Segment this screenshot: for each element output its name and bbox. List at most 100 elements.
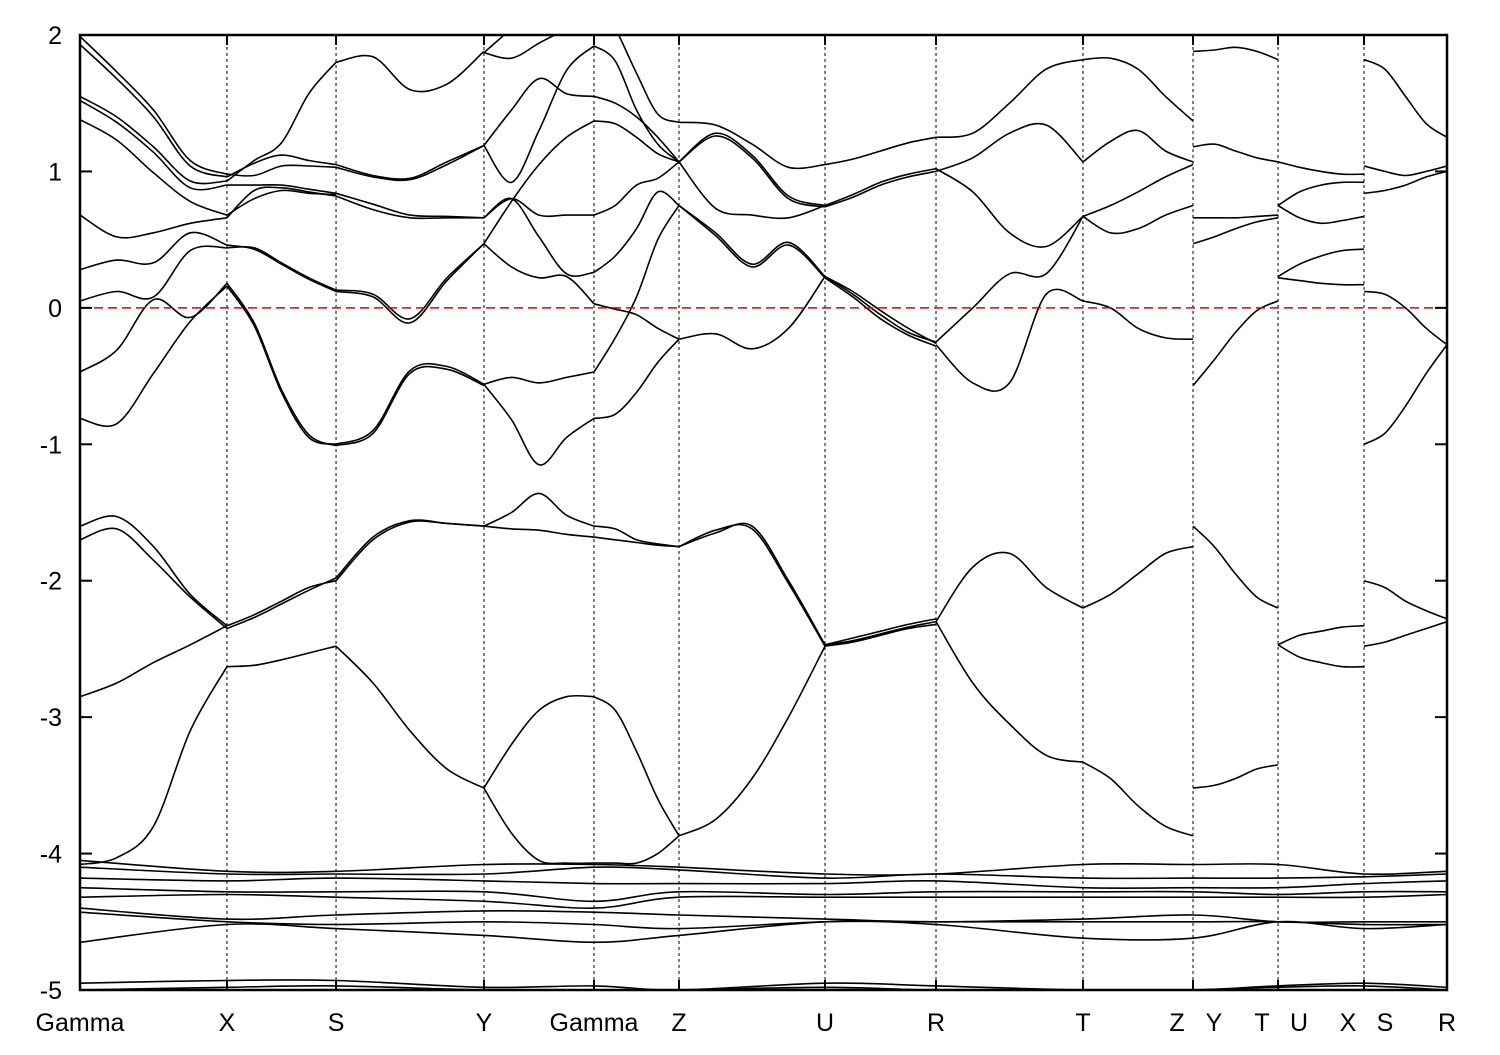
band-line-seg0-10: [80, 515, 228, 627]
band-line-seg1-4: [226, 186, 337, 219]
x-tick-label: S: [328, 1009, 345, 1037]
band-line-seg1-1: [226, 154, 337, 178]
band-line-seg1-11: [226, 577, 337, 630]
y-tick-label: -3: [40, 704, 62, 732]
band-line-seg0-3: [80, 99, 228, 191]
band-line-seg7-2: [935, 122, 1084, 173]
band-line-seg10-5: [1277, 624, 1365, 646]
band-line-seg2-3: [335, 192, 484, 219]
band-line-seg9-5: [1192, 525, 1279, 609]
band-line-seg9-3: [1192, 217, 1279, 245]
band-line-seg2-7: [335, 362, 485, 446]
x-tick-label: Gamma: [36, 1009, 125, 1037]
band-line-seg6-2: [824, 170, 937, 208]
semicore-band-line-0: [80, 859, 1447, 876]
band-line-seg5-9: [678, 645, 826, 837]
band-line-seg2-6: [335, 243, 485, 324]
band-line-seg4-11: [593, 696, 680, 837]
band-line-seg3-6: [483, 197, 595, 277]
band-line-seg4-9: [593, 525, 680, 548]
x-tick-label: R: [1438, 1009, 1456, 1037]
band-line-seg2-2: [335, 144, 485, 182]
band-line-seg4-1: [593, 45, 680, 163]
band-line-seg11-1: [1363, 165, 1447, 177]
band-line-seg9-0: [1192, 46, 1279, 61]
band-line-seg4-5: [593, 190, 680, 274]
bands: [80, 35, 1447, 990]
plot-frame: [78, 33, 1449, 992]
band-line-seg10-0: [1277, 161, 1365, 176]
band-line-seg10-6: [1277, 644, 1365, 668]
y-tick-label: -1: [40, 431, 62, 459]
band-line-seg8-5: [1082, 545, 1194, 609]
semicore-band-line-9: [80, 985, 1447, 990]
band-line-seg3-12: [483, 694, 595, 789]
band-line-seg2-4: [335, 195, 484, 220]
semicore-band-line-5: [80, 907, 1447, 924]
band-line-seg9-4: [1192, 300, 1279, 387]
band-line-seg7-6: [935, 621, 1084, 763]
band-line-seg4-12: [594, 835, 680, 865]
y-tick-label: 0: [48, 295, 62, 323]
band-line-seg11-2: [1363, 170, 1447, 195]
band-line-seg2-10: [335, 519, 484, 579]
band-line-seg7-4: [935, 288, 1084, 392]
band-line-seg0-6: [80, 231, 228, 271]
y-tick-label: 1: [48, 158, 62, 186]
band-line-seg0-11: [80, 527, 228, 630]
band-line-seg2-0: [335, 50, 485, 93]
band-line-seg4-0: [617, 35, 680, 124]
band-line-seg3-2: [483, 77, 595, 146]
semicore-band-line-7: [80, 920, 1447, 944]
band-line-seg3-0: [483, 35, 506, 54]
band-line-seg0-12: [80, 624, 228, 698]
band-line-seg1-9: [226, 285, 337, 446]
band-line-seg9-1: [1192, 143, 1279, 163]
band-line-seg5-1: [678, 132, 826, 207]
band-line-seg9-6: [1192, 764, 1279, 789]
x-tick-label: X: [219, 1009, 236, 1037]
band-line-seg4-4: [593, 161, 680, 216]
band-line-seg8-2: [1082, 204, 1194, 235]
band-line-seg6-6: [824, 618, 937, 646]
band-line-seg3-13: [483, 787, 595, 865]
band-line-seg0-7: [80, 245, 228, 302]
band-line-seg5-5: [678, 204, 826, 279]
band-line-seg4-6: [593, 303, 680, 340]
y-tick-label: 2: [48, 22, 62, 50]
band-line-seg10-3: [1277, 248, 1365, 278]
band-line-seg3-4: [483, 120, 595, 245]
band-line-seg2-1: [335, 144, 485, 180]
band-line-seg3-1: [483, 35, 557, 60]
band-line-seg1-10: [226, 579, 337, 627]
axis-ticks: [80, 34, 1447, 991]
band-line-seg8-4: [1082, 300, 1194, 340]
band-line-seg11-0: [1363, 58, 1447, 138]
band-line-seg10-4: [1277, 277, 1365, 286]
band-line-seg2-8: [335, 365, 485, 447]
band-line-seg3-5: [483, 197, 594, 219]
x-tick-label: S: [1377, 1009, 1394, 1037]
x-tick-label: T: [1254, 1009, 1269, 1037]
band-line-seg7-0: [935, 58, 1084, 139]
band-line-seg5-0: [678, 121, 826, 170]
band-line-seg5-4: [678, 204, 826, 278]
x-tick-label: Z: [671, 1009, 686, 1037]
band-line-seg6-3: [824, 275, 937, 343]
band-line-seg0-9: [80, 285, 228, 428]
band-line-seg4-8: [593, 338, 680, 420]
band-line-seg6-8: [824, 620, 937, 646]
band-line-seg5-2: [678, 135, 826, 208]
band-line-seg0-4: [80, 118, 228, 216]
band-line-seg1-7: [226, 244, 337, 293]
band-line-seg6-0: [824, 136, 937, 166]
band-line-seg3-8: [483, 371, 595, 386]
band-line-seg3-9: [483, 383, 595, 466]
semicore-band-line-3: [80, 886, 1447, 903]
x-tick-label: X: [1340, 1009, 1357, 1037]
semicore-band-line-1: [80, 866, 1447, 880]
band-line-seg0-2: [80, 95, 228, 185]
band-line-seg6-7: [824, 623, 937, 647]
band-line-seg1-5: [226, 189, 337, 216]
